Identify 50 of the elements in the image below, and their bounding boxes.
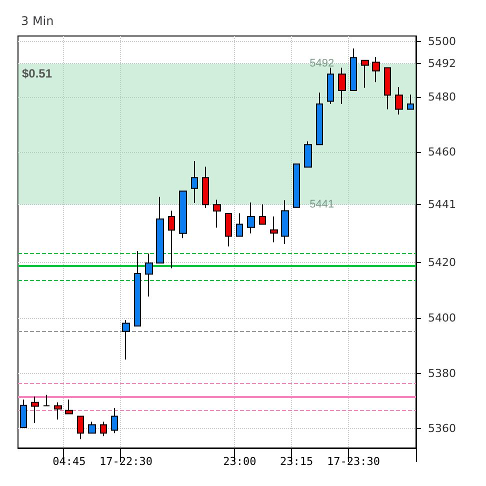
y-tick-label: 5480 — [428, 90, 456, 104]
annotation: 5492 — [310, 58, 334, 70]
candlestick — [156, 196, 164, 264]
candlestick — [100, 421, 107, 437]
candlestick — [31, 396, 39, 424]
candlestick — [77, 416, 84, 440]
candlestick — [145, 253, 153, 297]
candlestick — [327, 67, 334, 105]
candlestick — [225, 213, 232, 247]
candlestick — [247, 202, 255, 234]
band-label: $0.51 — [22, 66, 52, 81]
candlestick — [43, 394, 50, 406]
candlestick — [213, 199, 221, 228]
candlestick — [372, 56, 380, 83]
y-tick-label: 5420 — [428, 256, 456, 270]
x-tick-label: 17-22:30 — [100, 455, 153, 468]
candlestick — [54, 402, 62, 420]
candlestick — [168, 210, 175, 269]
candlestick — [65, 399, 73, 414]
candlestick — [202, 166, 209, 208]
candlestick — [350, 48, 357, 91]
candlestick — [134, 250, 141, 327]
candlestick — [122, 319, 130, 360]
candlestick — [281, 200, 289, 244]
candlestick — [270, 216, 278, 243]
y-tick-label: 5380 — [428, 366, 456, 380]
y-tick-label: 5360 — [428, 422, 456, 436]
candlestick — [293, 164, 300, 208]
candlestick — [407, 94, 414, 110]
candlestick — [316, 92, 323, 146]
candlestick — [361, 60, 369, 88]
y-tick-label: 5400 — [428, 312, 456, 325]
candlestick — [179, 190, 187, 239]
candlestick — [111, 408, 118, 434]
y-tick-label: 5492 — [428, 57, 456, 70]
candlestick — [191, 160, 198, 204]
annotation: 5441 — [310, 198, 334, 211]
candlestick — [259, 204, 266, 225]
candlestick — [20, 399, 27, 428]
candlestick — [88, 421, 96, 434]
candlestick — [236, 212, 243, 237]
chart-title: 3 Min — [21, 14, 54, 28]
y-tick-label: 5460 — [428, 146, 456, 159]
y-tick-label: 5441 — [428, 198, 456, 212]
candlestick — [395, 86, 403, 116]
candlestick — [384, 67, 391, 110]
candlestick — [304, 140, 312, 168]
x-tick-label: 17-23:30 — [326, 455, 380, 468]
candlestick — [338, 67, 346, 105]
y-tick-label: 5500 — [428, 35, 456, 48]
